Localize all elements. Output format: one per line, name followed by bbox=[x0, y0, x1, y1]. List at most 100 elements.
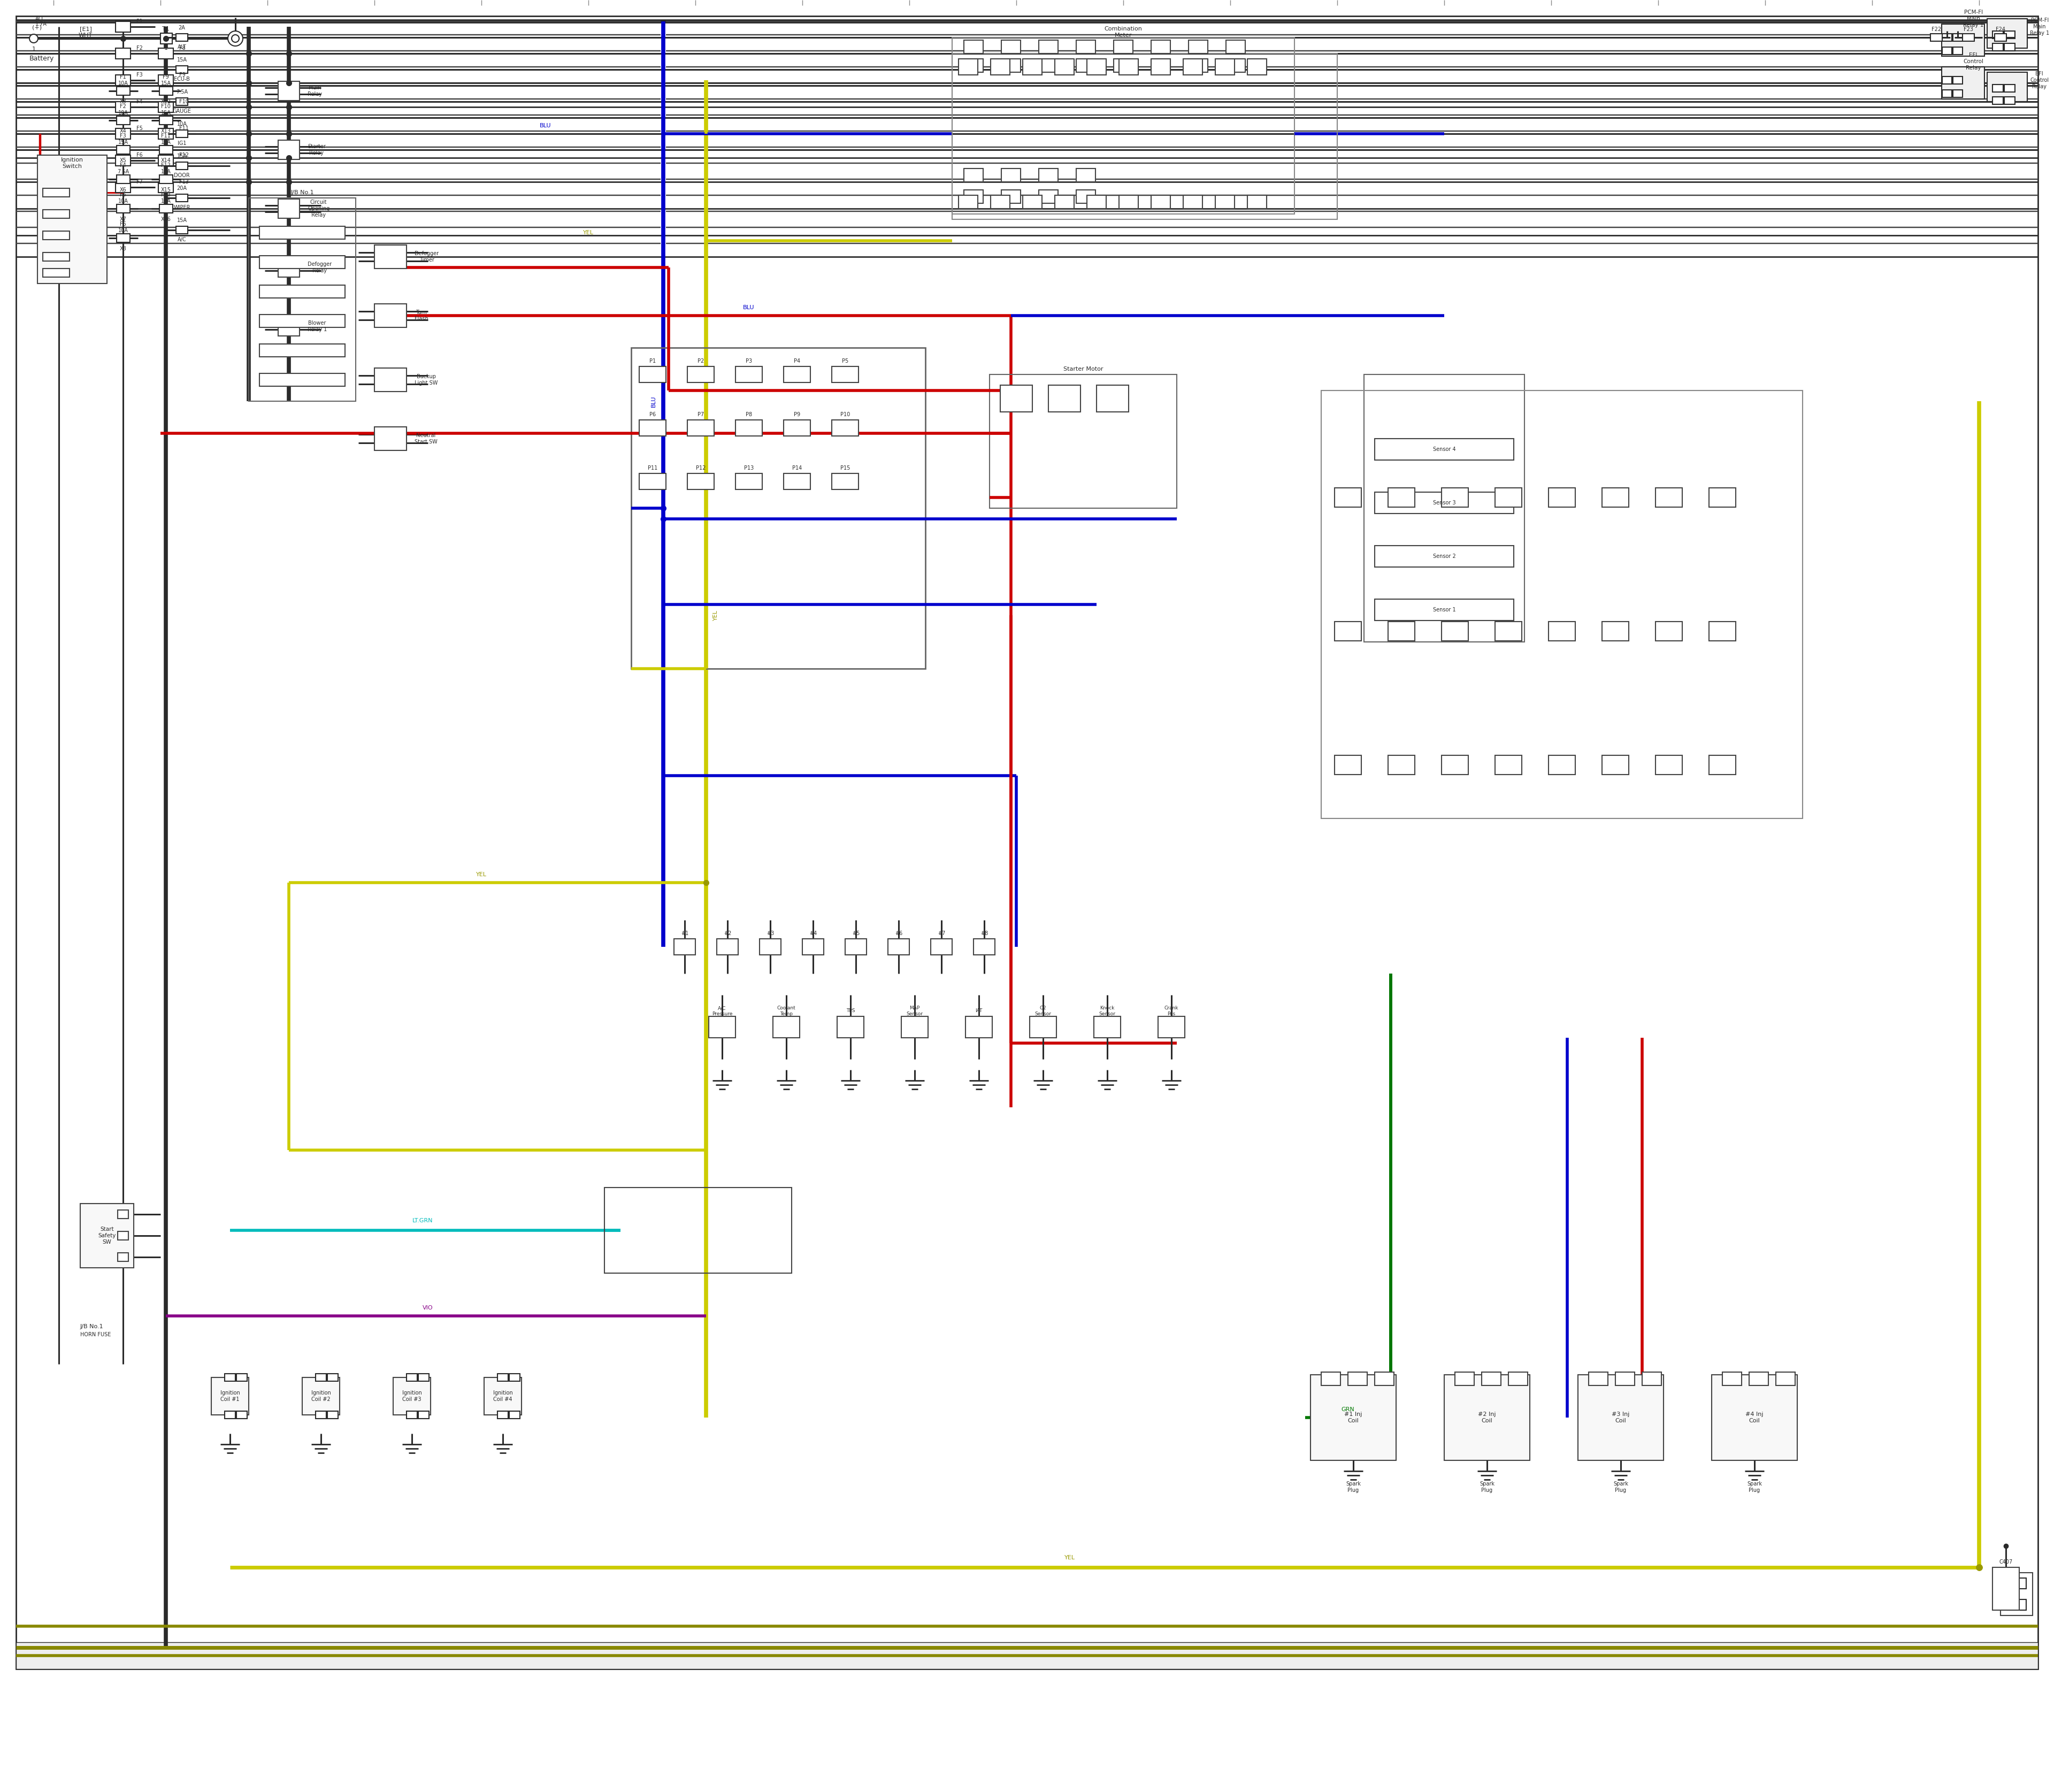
Bar bbox=[1549, 622, 1575, 642]
Bar bbox=[1656, 622, 1682, 642]
Bar bbox=[1321, 1373, 1341, 1385]
Bar bbox=[735, 366, 762, 382]
Bar bbox=[963, 39, 984, 54]
Text: F6: F6 bbox=[136, 152, 142, 158]
Text: #8: #8 bbox=[980, 930, 988, 935]
Bar bbox=[1992, 1568, 2019, 1611]
Bar bbox=[497, 1374, 507, 1382]
Bar bbox=[1992, 97, 2003, 104]
Text: Defogger
Timer: Defogger Timer bbox=[415, 251, 440, 263]
Bar bbox=[2005, 30, 2015, 38]
Bar bbox=[1310, 1374, 1397, 1460]
Bar bbox=[1374, 439, 1514, 461]
Bar bbox=[1076, 168, 1095, 181]
Text: P7: P7 bbox=[698, 412, 705, 418]
Bar bbox=[963, 168, 984, 181]
Bar bbox=[930, 939, 953, 955]
Text: 7.5A: 7.5A bbox=[177, 90, 187, 95]
Bar bbox=[316, 1410, 327, 1419]
Bar bbox=[2007, 1579, 2025, 1590]
Text: Spark
Plug: Spark Plug bbox=[1345, 1482, 1360, 1493]
Bar bbox=[374, 305, 407, 328]
Bar bbox=[959, 195, 978, 208]
Bar bbox=[249, 197, 355, 401]
Bar bbox=[177, 131, 187, 138]
Text: P9: P9 bbox=[793, 412, 801, 418]
Bar bbox=[1709, 622, 1736, 642]
Bar bbox=[1150, 59, 1171, 75]
Text: 10A: 10A bbox=[177, 122, 187, 127]
Bar bbox=[117, 145, 129, 154]
Bar bbox=[2005, 97, 2015, 104]
Bar bbox=[117, 116, 129, 125]
Text: IG1: IG1 bbox=[177, 142, 187, 145]
Bar bbox=[838, 1016, 865, 1038]
Bar bbox=[224, 1410, 236, 1419]
Text: Ignition
Coil #4: Ignition Coil #4 bbox=[493, 1391, 514, 1401]
Text: Ignition
Coil #1: Ignition Coil #1 bbox=[220, 1391, 240, 1401]
Bar bbox=[1442, 622, 1469, 642]
Bar bbox=[177, 99, 187, 106]
Bar bbox=[1189, 59, 1208, 72]
Text: PCM-FI
Main
Relay 1: PCM-FI Main Relay 1 bbox=[1964, 9, 1984, 27]
Bar bbox=[1943, 90, 1951, 97]
Bar bbox=[1087, 195, 1107, 208]
Text: YEL: YEL bbox=[1064, 1555, 1074, 1561]
Text: X15: X15 bbox=[160, 186, 170, 192]
Bar bbox=[259, 373, 345, 387]
Bar bbox=[887, 939, 910, 955]
Text: P10: P10 bbox=[840, 412, 850, 418]
Bar bbox=[1709, 487, 1736, 507]
Text: F2: F2 bbox=[136, 45, 142, 50]
Text: ALT: ALT bbox=[177, 45, 187, 50]
Bar bbox=[1953, 77, 1962, 84]
Text: P4: P4 bbox=[793, 358, 801, 364]
Bar bbox=[1374, 493, 1514, 514]
Text: F24: F24 bbox=[1996, 27, 2005, 32]
Text: #6: #6 bbox=[896, 930, 902, 935]
Bar bbox=[604, 1188, 791, 1272]
Text: Blower
Relay 1: Blower Relay 1 bbox=[308, 321, 327, 332]
Bar bbox=[224, 1374, 236, 1382]
Text: O2
Sensor: O2 Sensor bbox=[1035, 1005, 1052, 1016]
Text: BLU: BLU bbox=[651, 396, 657, 407]
Text: 20A: 20A bbox=[177, 186, 187, 192]
Bar bbox=[1602, 487, 1629, 507]
Bar bbox=[1002, 59, 1021, 72]
Text: #3: #3 bbox=[766, 930, 774, 935]
Text: F9: F9 bbox=[179, 72, 185, 77]
Bar bbox=[1588, 1373, 1608, 1385]
Bar bbox=[115, 22, 131, 32]
Bar bbox=[117, 86, 129, 95]
Bar bbox=[158, 204, 173, 213]
Text: F12
10A: F12 10A bbox=[160, 163, 170, 174]
Bar bbox=[1374, 1373, 1395, 1385]
Text: BLU: BLU bbox=[744, 305, 754, 310]
Bar bbox=[1039, 190, 1058, 202]
Bar bbox=[1723, 1373, 1742, 1385]
Text: P5: P5 bbox=[842, 358, 848, 364]
Bar bbox=[1931, 34, 1943, 41]
Bar bbox=[1374, 599, 1514, 620]
Bar bbox=[1495, 487, 1522, 507]
Bar bbox=[1641, 1373, 1662, 1385]
Bar bbox=[1039, 39, 1058, 54]
Bar bbox=[117, 1253, 127, 1262]
Text: Crank
Pos: Crank Pos bbox=[1165, 1005, 1179, 1016]
Text: Ignition
Switch: Ignition Switch bbox=[62, 158, 84, 168]
Text: [E1]: [E1] bbox=[80, 27, 92, 32]
Bar bbox=[1709, 754, 1736, 774]
Text: EFI
Control
Relay: EFI Control Relay bbox=[1964, 52, 1984, 70]
Bar bbox=[1992, 43, 2003, 50]
Bar bbox=[1389, 622, 1415, 642]
Bar bbox=[785, 366, 811, 382]
Text: F1: F1 bbox=[136, 18, 142, 23]
Bar bbox=[953, 54, 1337, 219]
Text: F10
15A: F10 15A bbox=[160, 104, 170, 115]
Bar bbox=[760, 939, 781, 955]
Bar bbox=[1023, 59, 1041, 75]
Bar bbox=[1508, 1373, 1528, 1385]
Text: Spark
Plug: Spark Plug bbox=[1748, 1482, 1762, 1493]
Bar bbox=[117, 1210, 127, 1219]
Text: GRN: GRN bbox=[1341, 1407, 1354, 1412]
